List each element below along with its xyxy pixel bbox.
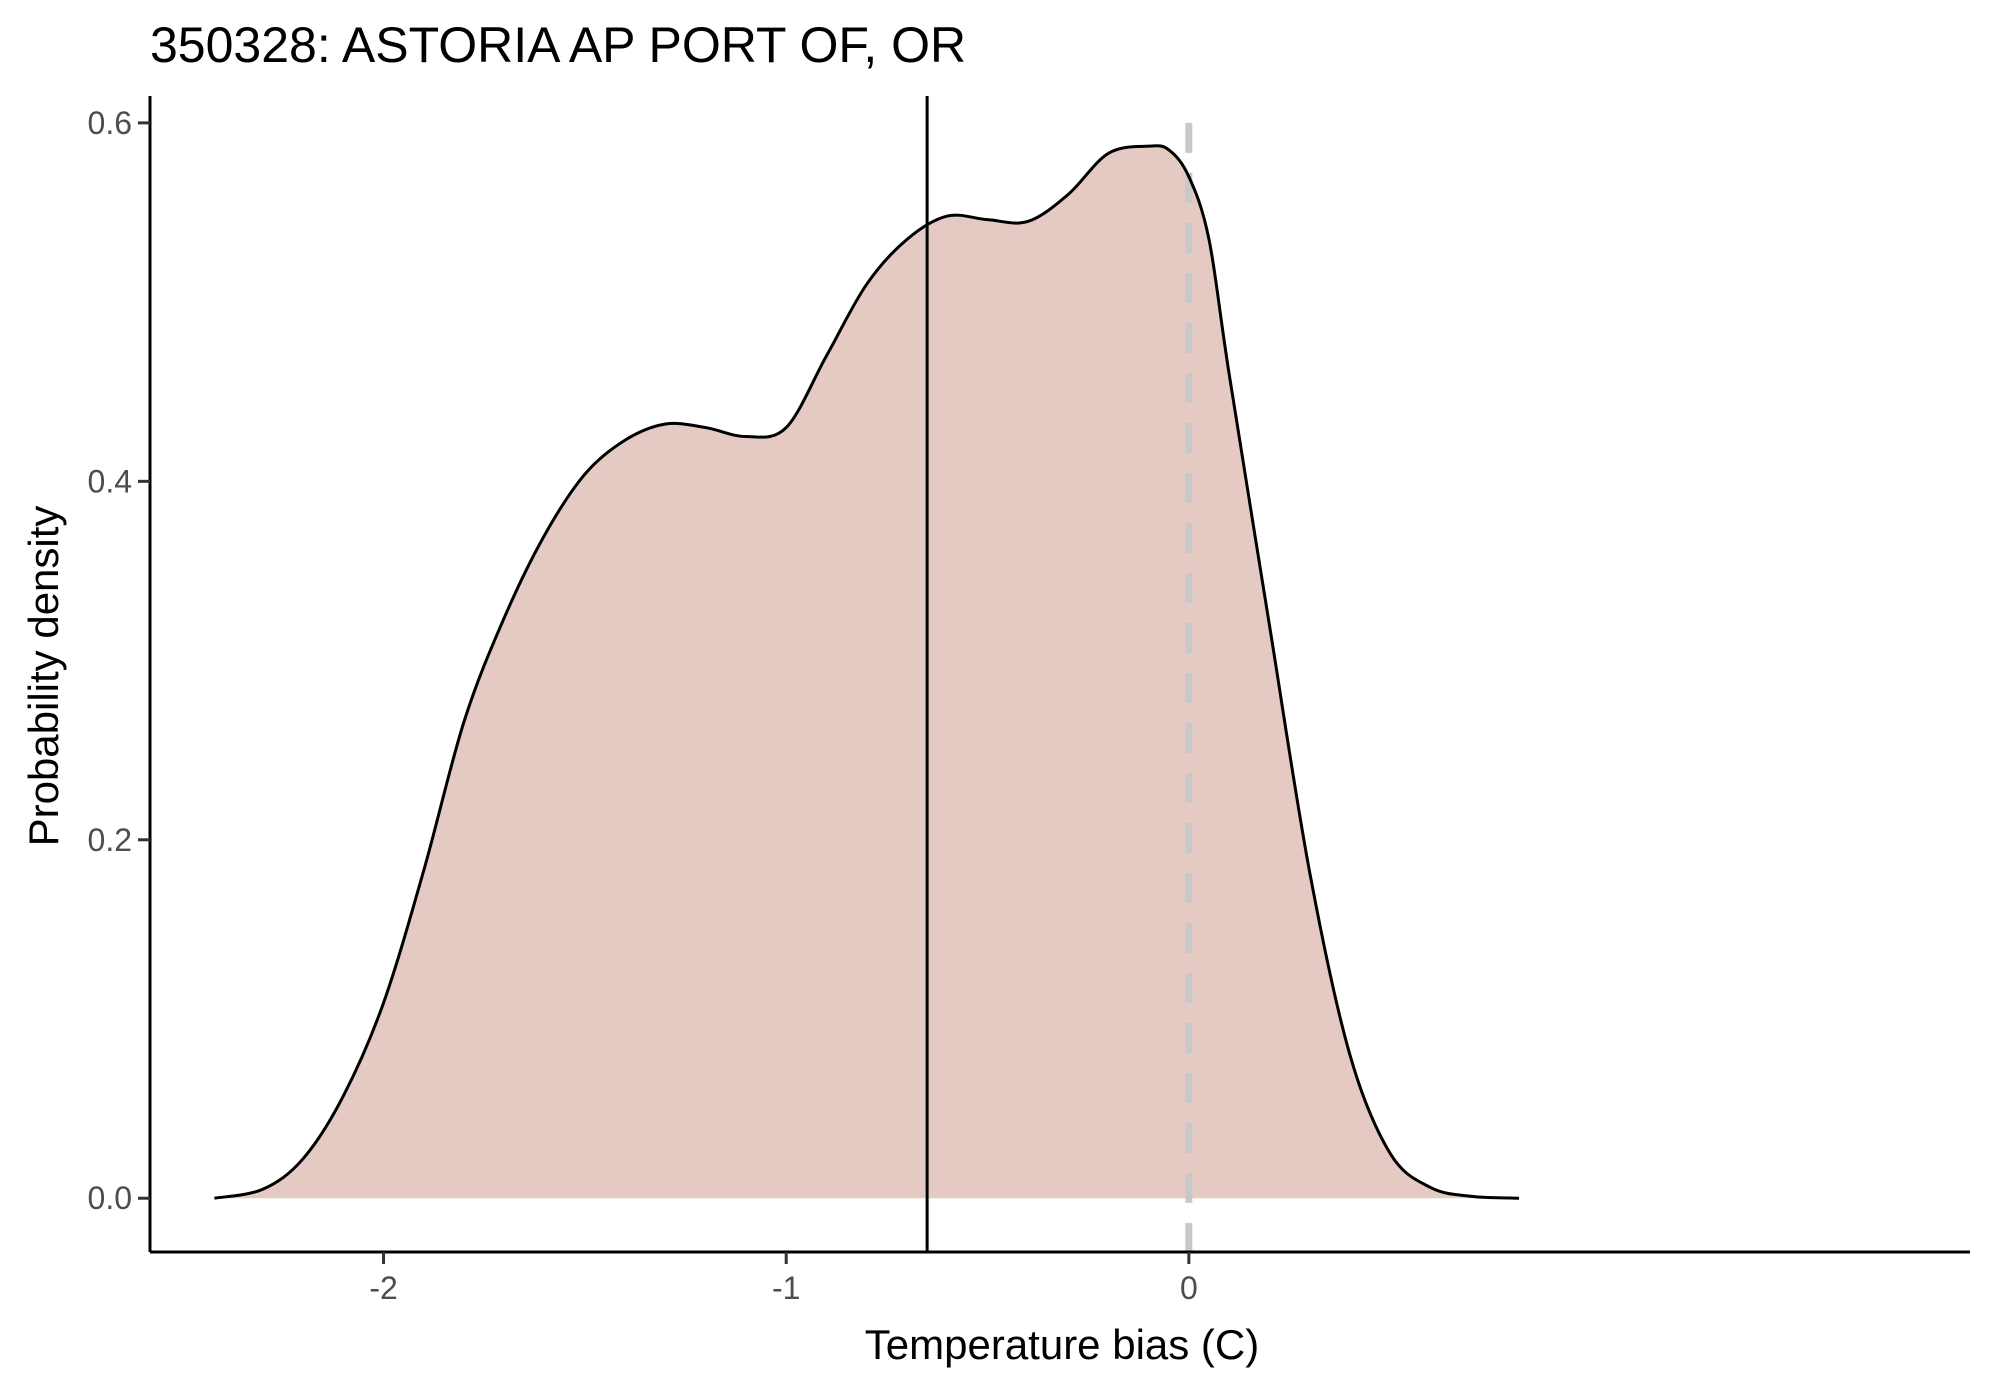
axes-layer: -2 -1 0 0.0 0.2 0.4 0.6 — [88, 96, 1970, 1306]
plot-layer — [214, 96, 1520, 1252]
x-tick-label: -2 — [369, 1270, 397, 1306]
chart-title: 350328: ASTORIA AP PORT OF, OR — [150, 17, 966, 73]
y-axis-title: Probability density — [20, 506, 67, 847]
y-tick-label: 0.2 — [88, 822, 132, 858]
y-tick-label: 0.6 — [88, 105, 132, 141]
density-area — [214, 145, 1520, 1199]
y-tick-label: 0.0 — [88, 1180, 132, 1216]
x-tick-label: 0 — [1180, 1270, 1198, 1306]
density-curve-line — [214, 144, 1520, 1200]
x-tick-label: -1 — [772, 1270, 800, 1306]
x-axis-title: Temperature bias (C) — [865, 1321, 1259, 1368]
y-tick-label: 0.4 — [88, 463, 132, 499]
